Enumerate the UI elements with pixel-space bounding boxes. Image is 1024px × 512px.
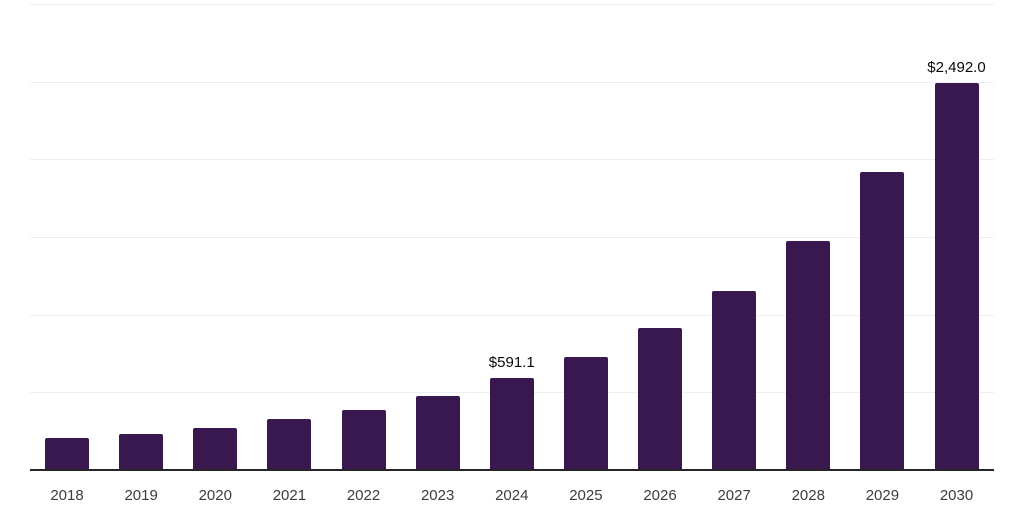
gridline [30, 4, 994, 5]
bar-2028 [786, 241, 830, 470]
bar-2023 [416, 396, 460, 470]
bar-2024 [490, 378, 534, 470]
x-tick-label-2028: 2028 [791, 487, 825, 504]
x-tick-label-2020: 2020 [198, 487, 232, 504]
bar-2025 [564, 357, 608, 470]
x-tick-label-2019: 2019 [124, 487, 158, 504]
gridline [30, 159, 994, 160]
x-tick-label-2018: 2018 [50, 487, 84, 504]
bar-2027 [712, 291, 756, 470]
x-tick-label-2027: 2027 [717, 487, 751, 504]
bar-2019 [119, 434, 163, 470]
x-tick-label-2029: 2029 [865, 487, 900, 504]
gridline [30, 237, 994, 238]
bar-2026 [638, 328, 682, 470]
bar-2029 [860, 172, 904, 470]
x-axis-line [30, 469, 994, 471]
x-tick-label-2021: 2021 [272, 487, 307, 504]
bar-2018 [45, 438, 89, 470]
bar-2022 [342, 410, 386, 470]
x-tick-label-2024: 2024 [495, 487, 529, 504]
x-tick-label-2026: 2026 [643, 487, 677, 504]
gridline [30, 82, 994, 83]
bar-2020 [193, 428, 237, 470]
value-label-2030: $2,492.0 [927, 59, 986, 76]
gridline [30, 315, 994, 316]
x-tick-label-2023: 2023 [420, 487, 455, 504]
bar-2030 [935, 83, 979, 470]
bar-2021 [267, 419, 311, 470]
x-tick-label-2030: 2030 [939, 487, 974, 504]
value-label-2024: $591.1 [488, 354, 535, 371]
x-tick-label-2025: 2025 [569, 487, 603, 504]
x-tick-label-2022: 2022 [346, 487, 381, 504]
